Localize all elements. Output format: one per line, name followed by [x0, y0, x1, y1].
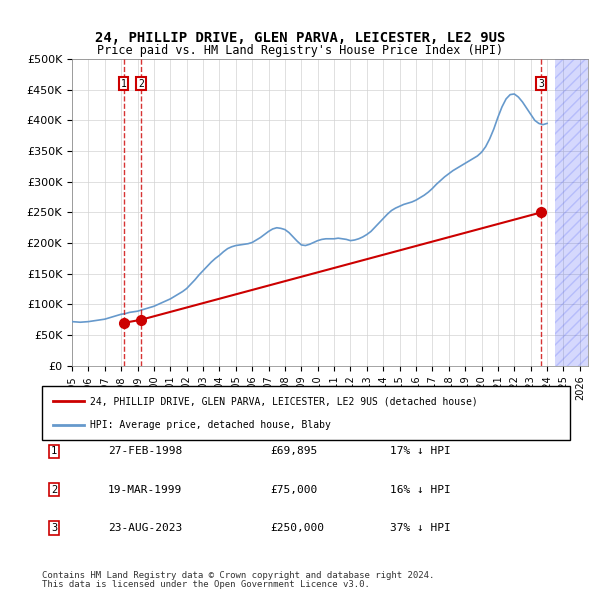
Text: 1: 1: [121, 78, 127, 88]
Text: 2: 2: [138, 78, 144, 88]
Text: 1: 1: [51, 447, 57, 456]
Text: 16% ↓ HPI: 16% ↓ HPI: [390, 485, 451, 494]
Text: 24, PHILLIP DRIVE, GLEN PARVA, LEICESTER, LE2 9US (detached house): 24, PHILLIP DRIVE, GLEN PARVA, LEICESTER…: [89, 396, 477, 407]
Text: £75,000: £75,000: [270, 485, 317, 494]
Text: 37% ↓ HPI: 37% ↓ HPI: [390, 523, 451, 533]
Text: 24, PHILLIP DRIVE, GLEN PARVA, LEICESTER, LE2 9US: 24, PHILLIP DRIVE, GLEN PARVA, LEICESTER…: [95, 31, 505, 45]
Text: 3: 3: [51, 523, 57, 533]
Text: £250,000: £250,000: [270, 523, 324, 533]
Text: £69,895: £69,895: [270, 447, 317, 456]
Text: 2: 2: [51, 485, 57, 494]
Text: 19-MAR-1999: 19-MAR-1999: [108, 485, 182, 494]
Text: 3: 3: [538, 78, 544, 88]
FancyBboxPatch shape: [42, 386, 570, 440]
Text: Contains HM Land Registry data © Crown copyright and database right 2024.: Contains HM Land Registry data © Crown c…: [42, 571, 434, 580]
Text: This data is licensed under the Open Government Licence v3.0.: This data is licensed under the Open Gov…: [42, 579, 370, 589]
Text: HPI: Average price, detached house, Blaby: HPI: Average price, detached house, Blab…: [89, 419, 331, 430]
Text: 27-FEB-1998: 27-FEB-1998: [108, 447, 182, 456]
Text: Price paid vs. HM Land Registry's House Price Index (HPI): Price paid vs. HM Land Registry's House …: [97, 44, 503, 57]
Text: 17% ↓ HPI: 17% ↓ HPI: [390, 447, 451, 456]
Bar: [555, 59, 588, 366]
Text: 23-AUG-2023: 23-AUG-2023: [108, 523, 182, 533]
